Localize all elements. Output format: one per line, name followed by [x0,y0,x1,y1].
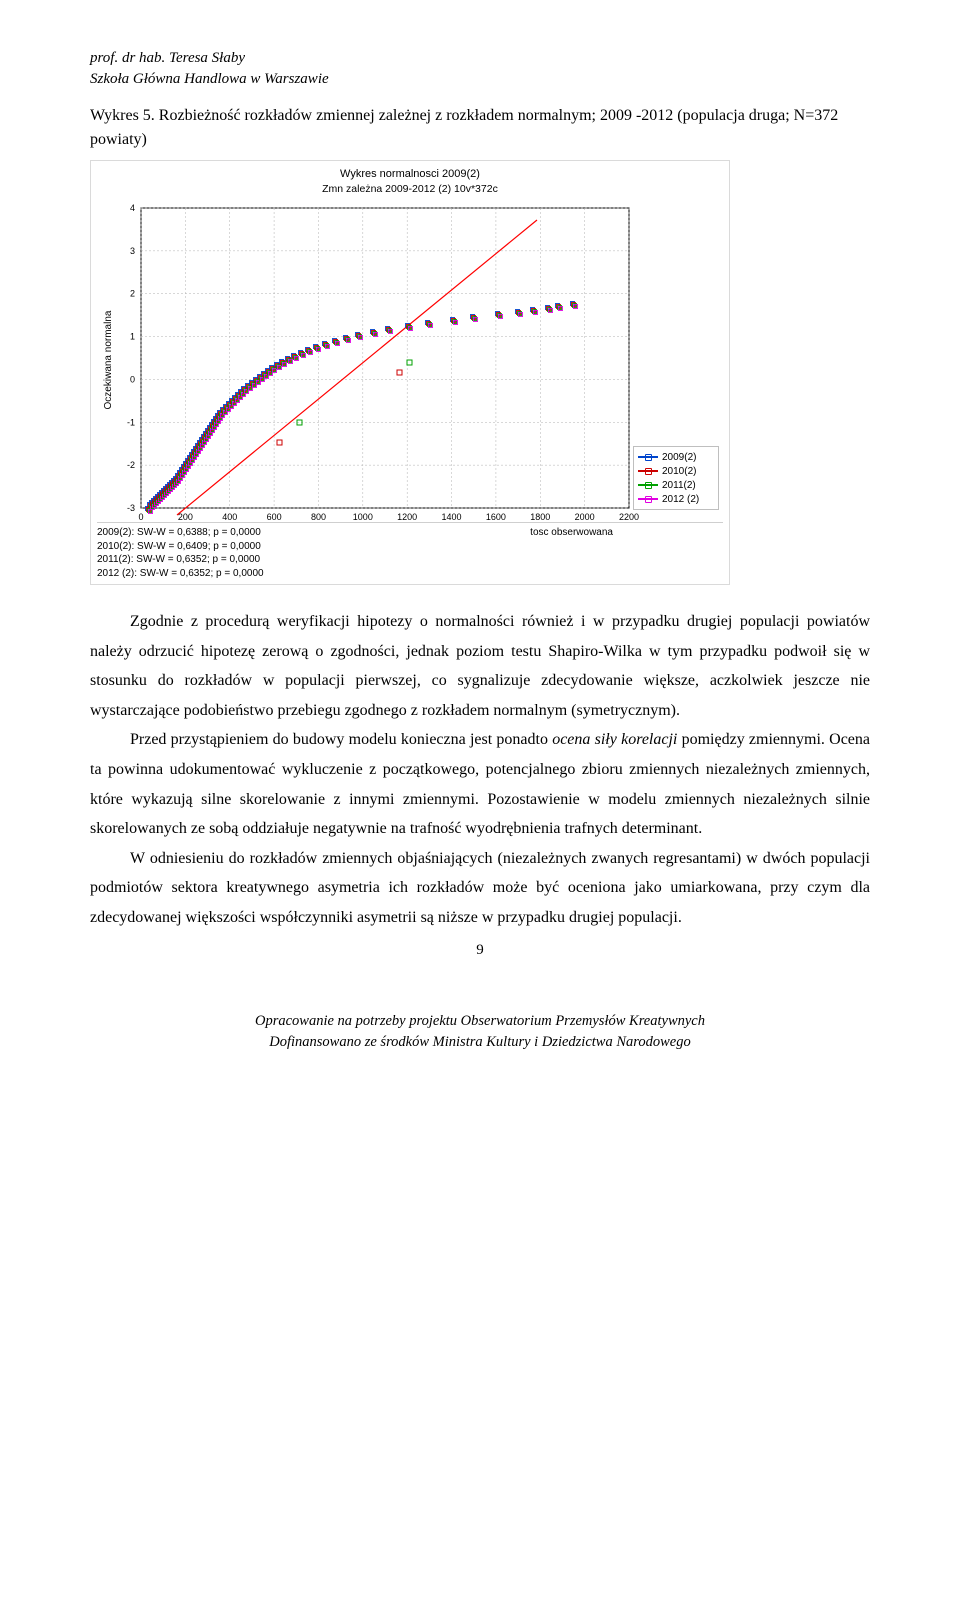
plot-svg: -3-2-10123402004006008001000120014001600… [97,200,725,520]
body-text: Zgodnie z procedurą weryfikacji hipotezy… [90,607,870,933]
svg-text:1200: 1200 [397,512,417,520]
legend-item: 2009(2) [638,450,714,464]
stat-line: 2012 (2): SW-W = 0,6352; p = 0,0000 [97,567,264,581]
svg-text:1600: 1600 [486,512,506,520]
stat-line: 2009(2): SW-W = 0,6388; p = 0,0000 [97,526,264,540]
footer-line-1: Opracowanie na potrzeby projektu Obserwa… [90,1011,870,1032]
legend-label: 2011(2) [662,478,696,493]
svg-text:2000: 2000 [575,512,595,520]
chart-title: Wykres normalnosci 2009(2) [97,167,723,182]
legend-item: 2010(2) [638,464,714,478]
svg-text:1: 1 [130,332,135,342]
svg-text:4: 4 [130,203,135,213]
author-affiliation: Szkoła Główna Handlowa w Warszawie [90,69,870,90]
svg-text:-2: -2 [127,460,135,470]
svg-text:-1: -1 [127,417,135,427]
figure-caption: Wykres 5. Rozbieżność rozkładów zmiennej… [90,104,870,152]
p2-emphasis: ocena siły korelacji [552,731,677,748]
author-block: prof. dr hab. Teresa Słaby Szkoła Główna… [90,48,870,90]
svg-text:0: 0 [138,512,143,520]
svg-text:1000: 1000 [353,512,373,520]
legend-label: 2010(2) [662,464,696,479]
legend-label: 2012 (2) [662,492,699,507]
plot-area: -3-2-10123402004006008001000120014001600… [97,200,723,520]
svg-text:2200: 2200 [619,512,639,520]
plot-frame [141,208,629,508]
author-name: prof. dr hab. Teresa Słaby [90,48,870,69]
page-number: 9 [90,939,870,962]
legend: 2009(2)2010(2)2011(2)2012 (2) [633,446,719,510]
footer-line-2: Dofinansowano ze środków Ministra Kultur… [90,1032,870,1053]
sw-stats: 2009(2): SW-W = 0,6388; p = 0,00002010(2… [97,522,723,580]
svg-text:3: 3 [130,246,135,256]
svg-text:800: 800 [311,512,326,520]
legend-item: 2012 (2) [638,492,714,506]
paragraph-1: Zgodnie z procedurą weryfikacji hipotezy… [90,607,870,725]
legend-label: 2009(2) [662,450,696,465]
svg-text:2: 2 [130,289,135,299]
svg-text:400: 400 [222,512,237,520]
footer-block: Opracowanie na potrzeby projektu Obserwa… [90,1011,870,1053]
paragraph-2: Przed przystąpieniem do budowy modelu ko… [90,725,870,843]
stat-line: 2010(2): SW-W = 0,6409; p = 0,0000 [97,540,264,554]
svg-text:1800: 1800 [530,512,550,520]
svg-text:600: 600 [267,512,282,520]
svg-text:1400: 1400 [442,512,462,520]
normality-chart: Wykres normalnosci 2009(2) Zmn zależna 2… [90,160,730,585]
stats-lines: 2009(2): SW-W = 0,6388; p = 0,00002010(2… [97,526,264,580]
paragraph-3: W odniesieniu do rozkładów zmiennych obj… [90,844,870,933]
svg-text:0: 0 [130,374,135,384]
legend-item: 2011(2) [638,478,714,492]
x-axis-label: tosc obserwowana [530,526,723,540]
svg-text:-3: -3 [127,503,135,513]
chart-subtitle: Zmn zależna 2009-2012 (2) 10v*372c [97,182,723,196]
p2-part-a: Przed przystąpieniem do budowy modelu ko… [130,731,552,748]
y-axis-label: Oczekiwana normalna [103,310,114,409]
stat-line: 2011(2): SW-W = 0,6352; p = 0,0000 [97,553,264,567]
